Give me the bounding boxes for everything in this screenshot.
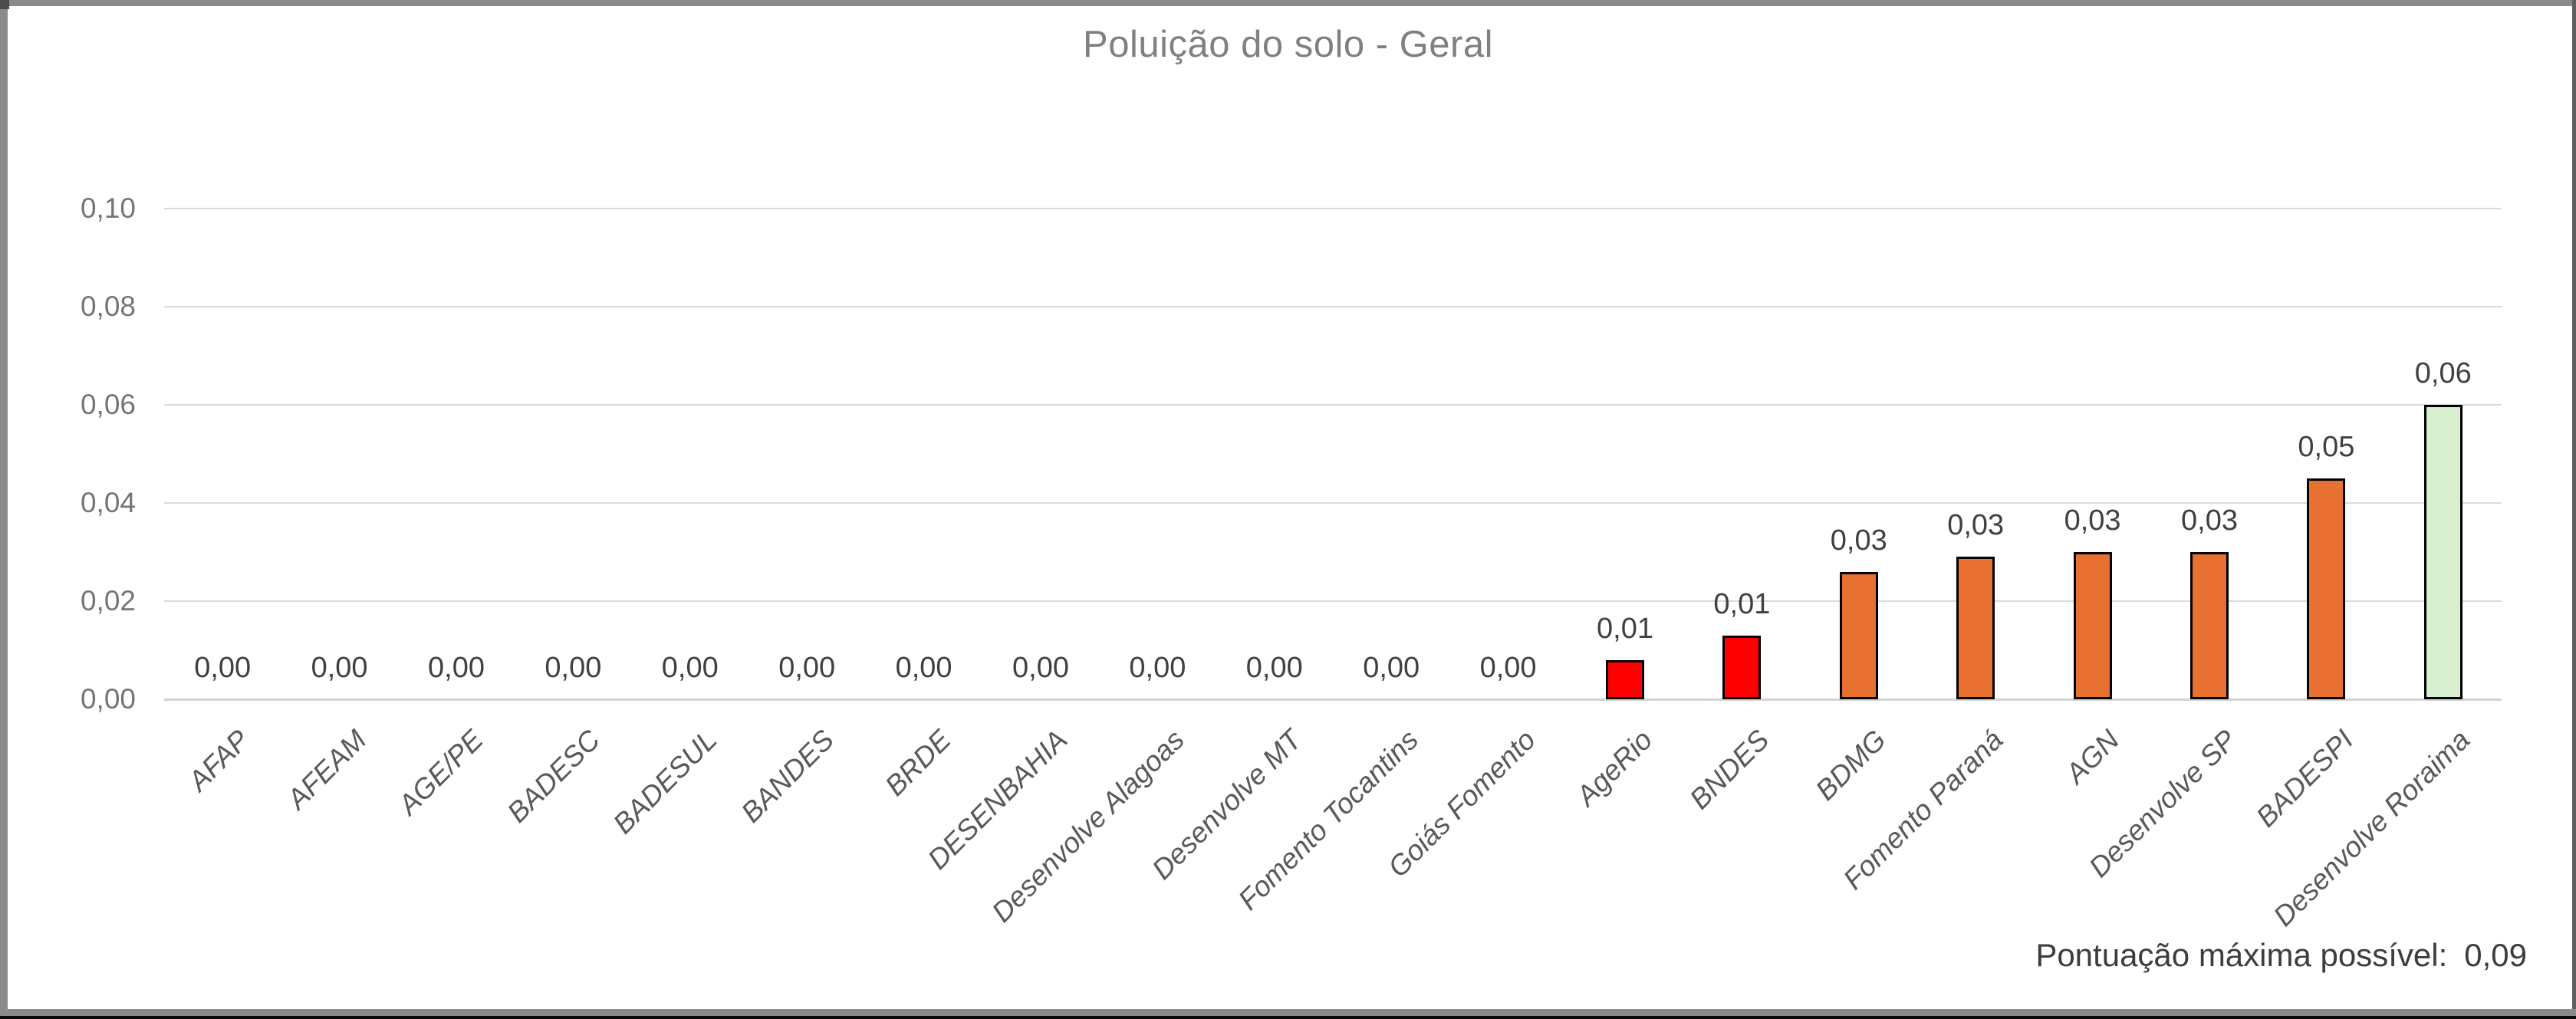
bar-column: 0,01 [1683, 209, 1800, 699]
bar-orange[interactable] [2307, 478, 2346, 699]
category-label: Desenvolve Roraima [2267, 724, 2476, 932]
window-frame-bottom [0, 1009, 2576, 1016]
bar-column: 0,00 [164, 209, 281, 699]
gridline [164, 699, 2502, 701]
bar-red[interactable] [1605, 659, 1644, 699]
bar-value-label: 0,00 [895, 652, 952, 684]
window-frame-top [0, 0, 2576, 6]
bar-value-label: 0,00 [1363, 652, 1420, 684]
bar-column: 0,00 [1099, 209, 1216, 699]
category-label: AgeRio [1570, 724, 1658, 812]
bar-column: 0,00 [1333, 209, 1449, 699]
bar-column: 0,06 [2385, 209, 2502, 699]
bar-value-label: 0,03 [2064, 505, 2121, 537]
category-label: Desenvolve Alagoas [985, 724, 1191, 929]
bar-value-label: 0,03 [1947, 509, 2005, 542]
bar-column: 0,03 [1801, 209, 1917, 699]
category-label: BADESC [501, 724, 607, 829]
y-axis-tick-label: 0,00 [80, 683, 136, 715]
bar-column: 0,00 [748, 209, 865, 699]
window-frame-corner [0, 0, 9, 9]
bar-green[interactable] [2423, 405, 2462, 699]
bar-column: 0,03 [1917, 209, 2034, 699]
bar-column: 0,00 [1449, 209, 1566, 699]
bar-orange[interactable] [2189, 552, 2229, 699]
bar-value-label: 0,00 [1012, 652, 1069, 684]
bar-column: 0,03 [2034, 209, 2150, 699]
chart-title: Poluição do solo - Geral [1083, 24, 1493, 65]
bar-value-label: 0,00 [1479, 652, 1537, 684]
bar-column: 0,05 [2268, 209, 2384, 699]
bar-value-label: 0,01 [1597, 612, 1653, 645]
bar-value-label: 0,01 [1713, 587, 1771, 620]
bar-column: 0,00 [398, 209, 515, 699]
bar-red[interactable] [1722, 635, 1762, 699]
category-label: BDMG [1809, 724, 1892, 807]
category-label: AFEAM [281, 724, 373, 816]
bar-value-label: 0,00 [661, 652, 719, 684]
bar-value-label: 0,00 [311, 652, 368, 684]
bar-column: 0,00 [865, 209, 982, 699]
bar-value-label: 0,00 [1129, 652, 1186, 684]
category-label: BNDES [1683, 724, 1775, 816]
bar-value-label: 0,06 [2414, 357, 2472, 390]
category-label: BADESPI [2249, 724, 2360, 833]
bar-column: 0,03 [2151, 209, 2268, 699]
y-axis-tick-label: 0,10 [80, 192, 136, 224]
bar-value-label: 0,00 [544, 652, 602, 684]
bar-orange[interactable] [2073, 552, 2112, 699]
y-axis-tick-label: 0,06 [80, 389, 136, 420]
plot-area: 0,00 0,00 0,00 0,00 0,00 0,00 0,00 0,00 0,00 0,00… [164, 208, 2502, 701]
bar-value-label: 0,00 [778, 652, 836, 684]
y-axis-tick-label: 0,02 [80, 585, 136, 616]
y-axis-tick-label: 0,04 [80, 487, 136, 518]
category-label: BRDE [878, 724, 957, 802]
bar-value-label: 0,03 [1830, 524, 1887, 557]
bar-value-label: 0,00 [194, 652, 252, 684]
bar-column: 0,01 [1567, 209, 1683, 699]
window-frame-left [0, 0, 8, 1019]
bar-column: 0,00 [515, 209, 631, 699]
category-label: BANDES [735, 724, 841, 829]
category-label: AGE/PE [392, 724, 489, 821]
gridline [164, 600, 2502, 602]
max-score-label: Pontuação máxima possível: [2035, 937, 2448, 973]
category-label: BADESUL [607, 724, 723, 840]
window-frame-bottom-edge [0, 1016, 2576, 1019]
max-score-note: Pontuação máxima possível: 0,09 [2035, 937, 2527, 974]
bar-column: 0,00 [281, 209, 397, 699]
bar-value-label: 0,03 [2181, 505, 2238, 537]
bar-value-label: 0,00 [1245, 652, 1303, 684]
max-score-value: 0,09 [2464, 937, 2527, 973]
bar-orange[interactable] [1839, 571, 1878, 699]
window-frame-right [2572, 0, 2576, 1019]
category-label: AGN [2059, 724, 2126, 790]
bar-value-label: 0,00 [428, 652, 485, 684]
gridline [164, 502, 2502, 504]
category-label: AFAP [182, 724, 256, 797]
y-axis-tick-label: 0,08 [80, 291, 136, 322]
bar-column: 0,00 [1216, 209, 1333, 699]
bar-orange[interactable] [1956, 557, 1995, 699]
bar-value-label: 0,05 [2298, 431, 2355, 463]
gridline [164, 306, 2502, 307]
bar-column: 0,00 [632, 209, 748, 699]
gridline [164, 404, 2502, 406]
gridline [164, 208, 2502, 209]
bar-column: 0,00 [982, 209, 1099, 699]
